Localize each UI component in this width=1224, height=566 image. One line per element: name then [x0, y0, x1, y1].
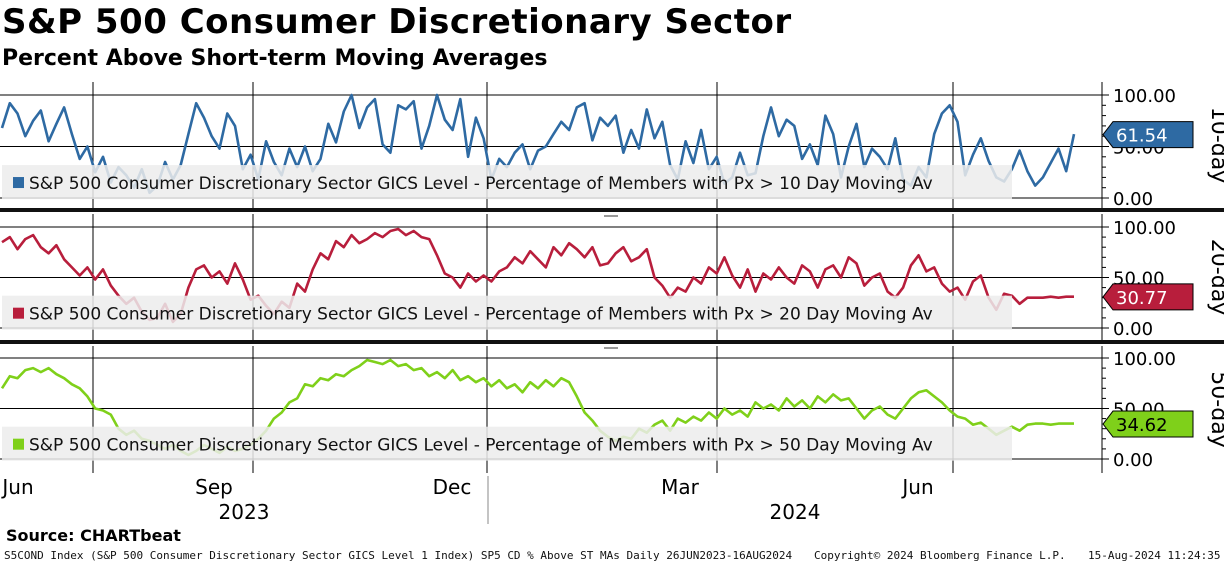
legend-box-2	[2, 426, 1012, 461]
chart-subtitle: Percent Above Short-term Moving Averages	[2, 46, 548, 71]
x-tick-label: Jun	[0, 475, 33, 499]
legend-swatch-2	[13, 438, 24, 450]
last-value-label-0: 61.54	[1116, 126, 1168, 147]
legend-label-1: S&P 500 Consumer Discretionary Sector GI…	[29, 305, 933, 325]
y-tick-label: 100.00	[1113, 86, 1176, 107]
panel-separator-0	[0, 208, 1224, 212]
legend-box-1	[2, 295, 1012, 330]
x-tick-label: Dec	[433, 475, 472, 499]
panel-splitter-grip-1	[604, 347, 618, 349]
x-tick-label: Mar	[661, 475, 700, 499]
source-label: Source: CHARTbeat	[6, 526, 181, 545]
panel-separator-1	[0, 340, 1224, 344]
panel-splitter-grip-0	[604, 215, 618, 217]
x-tick-label: Jun	[900, 475, 933, 499]
last-value-tag-1	[1102, 283, 1194, 311]
chart-title: S&P 500 Consumer Discretionary Sector	[2, 2, 792, 42]
y-tick-label: 100.00	[1113, 349, 1176, 370]
footer-copyright: Copyright© 2024 Bloomberg Finance L.P.	[814, 549, 1066, 562]
panel-label-1: 20-day	[1206, 239, 1224, 315]
legend-swatch-0	[13, 177, 24, 189]
year-label: 2023	[219, 500, 270, 524]
y-tick-label: 0.00	[1113, 319, 1153, 340]
legend-box-0	[2, 165, 1012, 200]
panel-label-2: 50-day	[1206, 371, 1224, 447]
last-value-tag-2	[1102, 410, 1194, 438]
last-value-label-1: 30.77	[1116, 288, 1168, 309]
footer-timestamp: 15-Aug-2024 11:24:35	[1088, 549, 1221, 562]
legend-swatch-1	[13, 307, 24, 319]
last-value-tag-0	[1102, 121, 1194, 149]
multi-panel-line-chart: S&P 500 Consumer Discretionary Sector GI…	[0, 82, 1224, 524]
y-tick-label: 0.00	[1113, 189, 1153, 210]
legend-label-2: S&P 500 Consumer Discretionary Sector GI…	[29, 436, 933, 456]
y-tick-label: 100.00	[1113, 218, 1176, 239]
series-line-10-day	[0, 93, 1076, 195]
x-tick-label: Sep	[195, 475, 233, 499]
panel-label-0: 10-day	[1206, 107, 1224, 183]
year-label: 2024	[770, 500, 821, 524]
legend-label-0: S&P 500 Consumer Discretionary Sector GI…	[29, 174, 933, 194]
last-value-label-2: 34.62	[1116, 415, 1168, 436]
footer-description: S5COND Index (S&P 500 Consumer Discretio…	[4, 549, 793, 562]
y-tick-label: 0.00	[1113, 450, 1153, 471]
